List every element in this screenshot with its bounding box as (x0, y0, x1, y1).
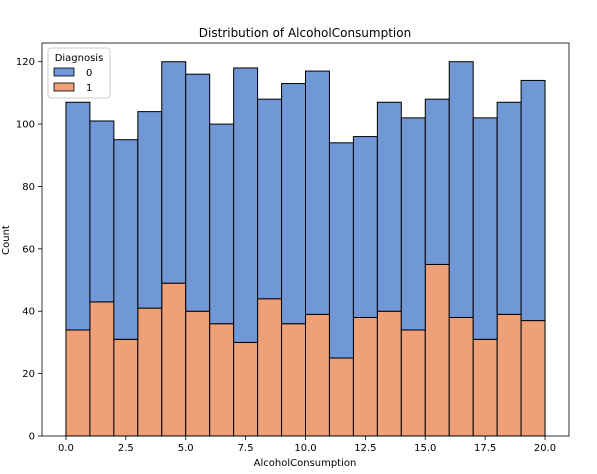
bar-series-1-bin-15 (424, 263, 450, 437)
bar-series-1-bin-7 (233, 341, 259, 437)
x-axis-label: AlcoholConsumption (254, 458, 357, 469)
bar-series-1-bin-11 (328, 357, 354, 437)
legend-swatch-1 (53, 82, 75, 92)
bar-series-0-bin-15 (424, 98, 450, 265)
y-tick-label: 60 (22, 244, 35, 255)
bar-series-0-bin-16 (448, 61, 474, 318)
bar-series-1-bin-2 (113, 338, 139, 437)
x-tick-label: 2.5 (118, 443, 134, 454)
bars-layer (65, 61, 546, 437)
bar-series-1-bin-17 (472, 338, 498, 437)
legend-label-1: 1 (86, 83, 92, 94)
bar-series-1-bin-14 (400, 329, 426, 437)
legend: Diagnosis 0 1 (47, 47, 111, 99)
bar-series-1-bin-5 (185, 310, 211, 437)
y-tick-label: 120 (16, 57, 35, 68)
bar-series-0-bin-5 (185, 73, 211, 312)
x-tick-label: 10.0 (294, 443, 316, 454)
bar-series-1-bin-12 (352, 316, 378, 437)
x-tick-label: 7.5 (238, 443, 254, 454)
bar-series-0-bin-8 (257, 98, 283, 300)
bar-series-1-bin-10 (305, 313, 330, 437)
bar-series-0-bin-7 (233, 67, 259, 343)
bar-series-1-bin-1 (89, 301, 115, 437)
x-tick-label: 0.0 (58, 443, 74, 454)
chart-title: Distribution of AlcoholConsumption (199, 26, 411, 40)
bar-series-1-bin-19 (520, 320, 546, 437)
legend-label-0: 0 (86, 68, 92, 79)
bar-series-0-bin-3 (137, 111, 163, 309)
x-tick-label: 17.5 (474, 443, 496, 454)
legend-swatch-0 (53, 67, 75, 77)
bar-series-1-bin-16 (448, 316, 474, 437)
x-tick-label: 5.0 (178, 443, 194, 454)
bar-series-0-bin-14 (400, 117, 426, 331)
bar-series-0-bin-18 (496, 101, 522, 315)
bar-series-0-bin-6 (209, 123, 235, 325)
bar-series-1-bin-18 (496, 313, 522, 437)
x-tick-label: 15.0 (414, 443, 436, 454)
bar-series-1-bin-9 (281, 323, 306, 437)
y-tick-label: 40 (22, 307, 35, 318)
bar-series-0-bin-19 (520, 79, 546, 322)
bar-series-0-bin-0 (65, 101, 91, 331)
bar-series-1-bin-0 (65, 329, 91, 437)
bar-series-1-bin-6 (209, 323, 235, 437)
y-axis-label: Count (1, 225, 12, 255)
bar-series-0-bin-4 (161, 61, 187, 284)
y-tick-label: 20 (22, 369, 35, 380)
y-tick-label: 80 (22, 182, 35, 193)
legend-title: Diagnosis (55, 53, 104, 64)
bar-series-1-bin-4 (161, 282, 187, 437)
x-tick-label: 20.0 (534, 443, 556, 454)
axes-layer: 0.0 2.5 5.0 7.5 10.0 12.5 15.0 17.5 20.0 0 20 40 60 8… (16, 42, 570, 454)
bar-series-1-bin-3 (137, 307, 163, 437)
bar-series-1-bin-13 (376, 310, 402, 437)
bar-series-0-bin-12 (352, 136, 378, 318)
x-tick-label: 12.5 (354, 443, 376, 454)
bar-series-0-bin-17 (472, 117, 498, 340)
bar-series-0-bin-10 (305, 70, 330, 315)
bar-series-0-bin-2 (113, 139, 139, 340)
bar-series-1-bin-8 (257, 298, 283, 437)
y-tick-label: 0 (29, 432, 35, 443)
bar-series-0-bin-13 (376, 101, 402, 312)
bar-series-0-bin-1 (89, 120, 115, 303)
y-tick-label: 100 (16, 120, 35, 131)
bar-series-0-bin-11 (328, 142, 354, 359)
bar-series-0-bin-9 (281, 83, 306, 325)
